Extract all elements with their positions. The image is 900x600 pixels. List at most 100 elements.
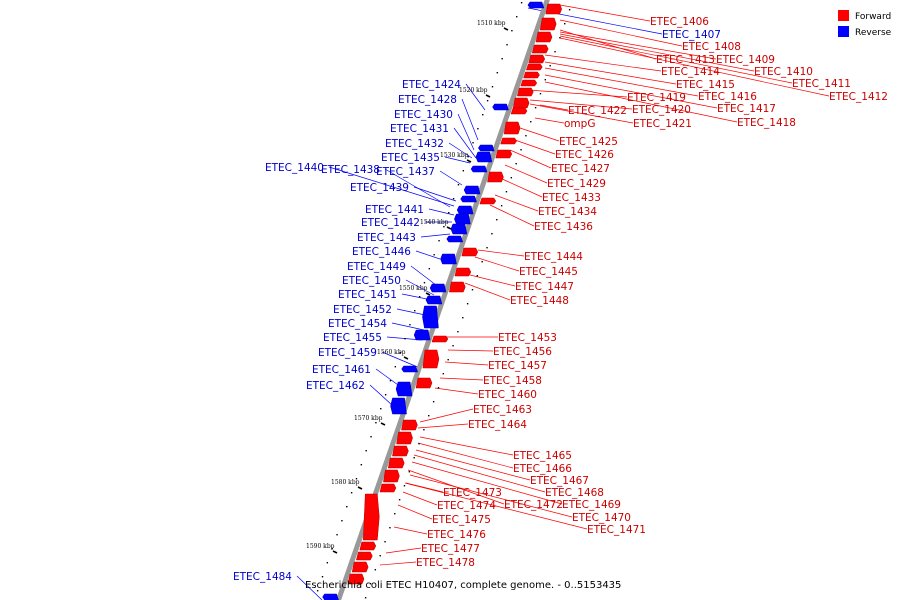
forward-gene-label: ETEC_1471 [587, 524, 646, 536]
reverse-gene-glyph [460, 195, 477, 203]
reverse-side-dot [491, 86, 494, 88]
forward-side-dot [520, 149, 522, 151]
forward-side-dot [452, 345, 454, 347]
reverse-gene-glyph [395, 381, 413, 397]
tick-mark [332, 550, 338, 554]
forward-callout-line [393, 526, 428, 535]
reverse-gene-label: ETEC_1432 [385, 138, 444, 150]
forward-side-dot [510, 177, 513, 179]
tick-label: 1590 kbp [306, 543, 335, 550]
reverse-side-dot [506, 44, 508, 46]
tick-label: 1530 kbp [440, 152, 469, 159]
forward-callout-line [544, 67, 699, 97]
forward-callout-line [474, 256, 520, 272]
forward-side-dot [539, 93, 542, 95]
reverse-gene-glyph [413, 329, 431, 341]
reverse-callout-line [405, 279, 435, 296]
reverse-side-dot [452, 198, 455, 200]
reverse-callout-line [328, 166, 455, 207]
reverse-side-dot [482, 114, 484, 116]
reverse-side-dot [462, 170, 465, 172]
reverse-callout-line [453, 127, 477, 159]
reverse-callout-line [428, 208, 455, 216]
reverse-gene-glyph [492, 103, 509, 111]
forward-callout-line [539, 104, 569, 111]
forward-callout-line [509, 149, 552, 169]
reverse-side-dot [409, 324, 411, 326]
reverse-gene-label: ETEC_1455 [323, 332, 382, 344]
forward-gene-glyph [415, 377, 433, 389]
forward-gene-label: ETEC_1469 [562, 499, 621, 511]
forward-callout-line [409, 474, 573, 518]
tick-mark [380, 422, 386, 426]
reverse-callout-line [465, 83, 486, 111]
forward-gene-glyph [396, 431, 413, 445]
forward-side-dot [432, 401, 435, 403]
forward-side-dot [471, 289, 474, 291]
reverse-gene-label: ETEC_1446 [352, 246, 411, 258]
reverse-callout-line [410, 265, 437, 286]
forward-gene-label: ETEC_1470 [572, 512, 631, 524]
tick-label: 1510 kbp [477, 20, 506, 27]
forward-gene-glyph [461, 247, 479, 257]
forward-side-dot [457, 331, 459, 333]
forward-gene-glyph [431, 335, 449, 343]
forward-side-dot [554, 51, 556, 53]
forward-gene-glyph [516, 87, 534, 97]
tick-label: 1550 kbp [399, 285, 428, 292]
reverse-side-dot [477, 128, 479, 130]
forward-gene-glyph [500, 137, 517, 145]
reverse-legend-swatch [838, 26, 849, 37]
reverse-gene-label: ETEC_1438 [321, 164, 380, 176]
tick-label: 1560 kbp [377, 349, 406, 356]
reverse-side-dot [520, 2, 523, 4]
forward-side-dot [384, 541, 386, 543]
forward-gene-glyph [347, 573, 365, 585]
forward-side-dot [481, 261, 483, 263]
reverse-gene-glyph [454, 213, 471, 225]
forward-side-dot [496, 219, 498, 221]
reverse-side-dot [346, 506, 348, 508]
forward-side-dot [374, 569, 377, 571]
forward-side-dot [369, 583, 372, 585]
reverse-callout-line [391, 322, 425, 331]
forward-gene-label: ETEC_1472 [504, 499, 563, 511]
forward-side-dot [447, 359, 449, 361]
forward-gene-label: ETEC_1414 [661, 66, 720, 78]
forward-side-dot [500, 205, 503, 207]
reverse-side-dot [326, 562, 329, 564]
reverse-callout-line [457, 113, 475, 151]
reverse-side-dot [433, 254, 435, 256]
forward-callout-line [489, 204, 535, 227]
reverse-gene-glyph [450, 223, 468, 235]
reverse-gene-label: ETEC_1435 [381, 152, 440, 164]
reverse-side-dot [501, 58, 503, 60]
forward-gene-label: ETEC_1416 [698, 91, 757, 103]
reverse-gene-label: ETEC_1443 [357, 232, 416, 244]
forward-gene-glyph [523, 71, 540, 79]
forward-side-dot [442, 373, 445, 375]
forward-gene-glyph [422, 349, 440, 369]
reverse-gene-label: ETEC_1484 [233, 571, 292, 583]
forward-gene-label: ETEC_1422 [568, 105, 627, 117]
forward-gene-label: ETEC_1433 [542, 192, 601, 204]
forward-callout-line [529, 103, 634, 124]
reverse-callout-line [439, 170, 463, 186]
reverse-side-dot [365, 450, 367, 452]
forward-gene-glyph [356, 551, 373, 561]
forward-gene-label: ETEC_1410 [754, 66, 813, 78]
reverse-callout-line [413, 186, 457, 202]
forward-gene-glyph [545, 3, 563, 15]
forward-gene-glyph [392, 445, 409, 457]
reverse-side-dot [375, 422, 377, 424]
forward-gene-glyph [454, 267, 472, 277]
forward-gene-label: ompG [564, 118, 595, 130]
reverse-side-dot [341, 520, 343, 522]
forward-gene-label: ETEC_1444 [524, 251, 583, 263]
forward-callout-line [499, 177, 543, 198]
forward-callout-line [415, 449, 531, 481]
reverse-gene-label: ETEC_1439 [350, 182, 409, 194]
forward-side-dot [505, 191, 508, 193]
reverse-side-dot [448, 212, 450, 214]
forward-side-dot [408, 471, 411, 473]
